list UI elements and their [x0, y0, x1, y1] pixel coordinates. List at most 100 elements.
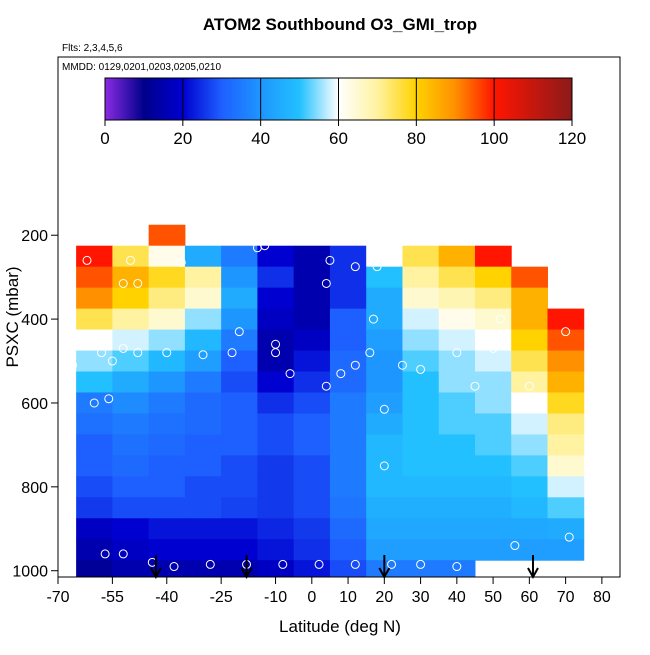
heat-cell [474, 308, 512, 331]
x-tick-label: 0 [307, 589, 316, 606]
heat-cell [366, 539, 403, 561]
heat-cell [438, 476, 476, 498]
data-point [68, 360, 78, 370]
data-point [169, 562, 179, 572]
heat-cell [293, 539, 331, 561]
heat-cell [438, 350, 476, 373]
heat-cell [184, 497, 222, 519]
heat-cell [329, 539, 367, 561]
data-point [205, 559, 215, 569]
data-point [176, 257, 186, 267]
heat-cell [112, 518, 150, 540]
heat-cell [438, 287, 476, 310]
heat-cell [547, 413, 585, 435]
heat-cell [257, 476, 295, 498]
heat-cell [366, 308, 403, 331]
heat-cell [257, 350, 295, 373]
heat-cell [402, 392, 440, 414]
heat-cell [474, 518, 512, 540]
heat-cell [438, 518, 476, 540]
heat-cell [293, 455, 331, 477]
heat-cell [293, 392, 331, 414]
heat-cell [511, 266, 548, 289]
heat-cell [257, 392, 295, 414]
heat-cell [547, 308, 585, 331]
heat-cell [257, 413, 295, 435]
data-point [97, 348, 107, 358]
heat-cell [148, 266, 186, 289]
heat-cell [184, 287, 222, 310]
data-point [416, 364, 426, 374]
heat-cell [293, 329, 331, 352]
heat-cell [366, 392, 403, 414]
heat-cell [329, 455, 367, 477]
data-point [198, 350, 208, 360]
data-point [470, 381, 480, 391]
heat-cell [257, 266, 295, 289]
data-point [564, 532, 574, 542]
heat-cell [76, 392, 113, 414]
chart-title: ATOM2 Southbound O3_GMI_trop [203, 15, 477, 34]
heat-cell [221, 455, 258, 477]
y-tick-label: 400 [21, 312, 48, 329]
heat-cell [329, 518, 367, 540]
x-tick-label: 20 [375, 589, 393, 606]
heat-cell [112, 392, 150, 414]
heat-cell [112, 266, 150, 289]
heat-cell [257, 308, 295, 331]
heat-cell [329, 413, 367, 435]
heat-cell [76, 308, 113, 331]
heat-cell [112, 455, 150, 477]
heat-cell [112, 497, 150, 519]
heat-cell [402, 518, 440, 540]
heat-cell [221, 287, 258, 310]
heat-cell [329, 560, 367, 578]
x-tick-label: -25 [210, 589, 233, 606]
data-point [321, 278, 331, 288]
heat-cell [148, 329, 186, 352]
heat-cell [293, 287, 331, 310]
data-point [321, 381, 331, 391]
heat-cell [438, 539, 476, 561]
data-point [387, 559, 397, 569]
heat-cell [293, 371, 331, 393]
heat-cell [293, 266, 331, 289]
heat-cell [148, 224, 186, 247]
heat-cell [257, 539, 295, 561]
heat-cell [511, 497, 548, 519]
heat-cell [402, 476, 440, 498]
data-point [416, 559, 426, 569]
heat-cell [257, 434, 295, 456]
heat-cell [329, 497, 367, 519]
heat-cell [148, 350, 186, 373]
x-tick-label: 80 [593, 589, 611, 606]
heat-cell [474, 329, 512, 352]
heat-cell [221, 560, 258, 578]
heat-cell [76, 266, 113, 289]
heat-cell [402, 497, 440, 519]
heat-cell [438, 371, 476, 393]
heat-cell [221, 371, 258, 393]
data-point [452, 348, 462, 358]
subtitle: Flts: 2,3,4,5,6 [62, 43, 123, 54]
heat-cell [547, 455, 585, 477]
heat-cell [112, 560, 150, 578]
y-tick-label: 1000 [12, 564, 48, 581]
heat-cell [184, 308, 222, 331]
heat-cell [76, 329, 113, 352]
heat-cell [329, 287, 367, 310]
heat-cell [148, 308, 186, 331]
heat-cell [112, 329, 150, 352]
colorbar-tick-label: 60 [329, 129, 348, 148]
heat-cell [366, 266, 403, 289]
x-tick-label: 70 [557, 589, 575, 606]
heat-cell [511, 518, 548, 540]
heat-cell [76, 560, 113, 578]
heat-cell [293, 413, 331, 435]
heat-cell [402, 455, 440, 477]
heat-cell [511, 308, 548, 331]
heat-cell [366, 518, 403, 540]
heat-cell [547, 497, 585, 519]
heat-cell [438, 266, 476, 289]
